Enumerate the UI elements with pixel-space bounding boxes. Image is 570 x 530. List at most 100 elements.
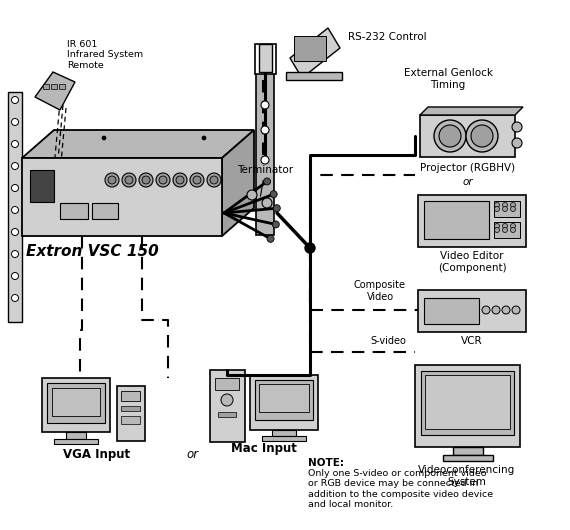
Bar — [415, 365, 520, 447]
Bar — [43, 84, 49, 89]
Bar — [250, 375, 318, 430]
Circle shape — [139, 173, 153, 187]
Circle shape — [247, 190, 257, 200]
Bar — [215, 378, 239, 390]
Circle shape — [471, 125, 493, 147]
Text: NOTE:: NOTE: — [308, 458, 344, 468]
Bar — [60, 203, 88, 219]
Circle shape — [102, 136, 106, 140]
Polygon shape — [420, 107, 523, 115]
Circle shape — [261, 156, 269, 164]
Circle shape — [11, 184, 18, 191]
Circle shape — [159, 176, 167, 184]
Circle shape — [261, 126, 269, 134]
Circle shape — [11, 119, 18, 126]
Circle shape — [482, 306, 490, 314]
Circle shape — [108, 176, 116, 184]
Bar — [262, 436, 306, 441]
Bar — [418, 195, 526, 247]
Bar — [121, 416, 140, 424]
Bar — [424, 298, 479, 324]
Circle shape — [11, 295, 18, 302]
Circle shape — [125, 176, 133, 184]
Circle shape — [210, 176, 218, 184]
Circle shape — [512, 122, 522, 132]
Bar — [453, 447, 483, 455]
Bar — [121, 406, 140, 411]
Bar — [421, 371, 514, 435]
Text: RS-232 Control: RS-232 Control — [348, 32, 426, 42]
Circle shape — [122, 173, 136, 187]
Circle shape — [11, 140, 18, 147]
Circle shape — [511, 207, 515, 211]
Bar — [117, 386, 145, 441]
Polygon shape — [420, 115, 515, 157]
Text: S-video: S-video — [370, 336, 406, 346]
Bar — [66, 432, 86, 439]
Circle shape — [434, 120, 466, 152]
Text: Video Editor
(Component): Video Editor (Component) — [438, 251, 506, 272]
Circle shape — [439, 125, 461, 147]
Bar — [255, 44, 276, 74]
Bar — [286, 72, 342, 80]
Bar — [255, 380, 313, 420]
Polygon shape — [35, 72, 75, 110]
Bar — [494, 201, 520, 217]
Polygon shape — [290, 28, 340, 78]
Bar — [51, 84, 57, 89]
Circle shape — [11, 272, 18, 279]
Circle shape — [466, 120, 498, 152]
Text: or: or — [187, 448, 199, 461]
Circle shape — [511, 202, 515, 208]
Text: VCR: VCR — [461, 336, 483, 346]
Circle shape — [11, 207, 18, 214]
Bar — [218, 412, 236, 417]
Bar — [47, 383, 105, 423]
Bar — [418, 290, 526, 332]
Polygon shape — [22, 130, 254, 158]
Circle shape — [495, 227, 499, 233]
Circle shape — [503, 207, 507, 211]
Circle shape — [267, 235, 274, 242]
Circle shape — [272, 221, 279, 228]
Text: Extron VSC 150: Extron VSC 150 — [26, 244, 159, 259]
Circle shape — [176, 176, 184, 184]
Circle shape — [207, 173, 221, 187]
Circle shape — [273, 205, 280, 211]
Circle shape — [193, 176, 201, 184]
Text: or: or — [463, 177, 473, 187]
Circle shape — [495, 202, 499, 208]
Circle shape — [262, 198, 272, 208]
Text: Mac Input: Mac Input — [231, 442, 297, 455]
Circle shape — [221, 394, 233, 406]
Bar — [30, 170, 54, 202]
Text: Videoconferencing
System: Videoconferencing System — [418, 465, 516, 487]
Circle shape — [503, 227, 507, 233]
Polygon shape — [222, 130, 254, 236]
Bar — [294, 36, 326, 61]
Circle shape — [202, 136, 206, 140]
Polygon shape — [256, 45, 274, 235]
Text: Projector (RGBHV): Projector (RGBHV) — [421, 163, 515, 173]
Bar — [92, 203, 118, 219]
Circle shape — [11, 96, 18, 103]
Circle shape — [512, 306, 520, 314]
Bar — [59, 84, 65, 89]
Circle shape — [270, 191, 277, 198]
Bar — [42, 378, 110, 432]
Circle shape — [503, 224, 507, 228]
Bar — [210, 370, 245, 442]
Bar — [443, 455, 493, 461]
Circle shape — [11, 163, 18, 170]
Bar — [8, 92, 22, 322]
Bar — [54, 439, 98, 444]
Circle shape — [142, 176, 150, 184]
Bar — [22, 158, 222, 236]
Text: IR 601
Infrared System
Remote: IR 601 Infrared System Remote — [67, 40, 143, 70]
Bar — [259, 44, 272, 72]
Bar — [52, 388, 100, 416]
Circle shape — [503, 202, 507, 208]
Circle shape — [263, 178, 271, 185]
Text: Only one S-video or component video
or RGB device may be connected in
addition t: Only one S-video or component video or R… — [308, 469, 493, 509]
Text: Terminator: Terminator — [237, 165, 293, 196]
